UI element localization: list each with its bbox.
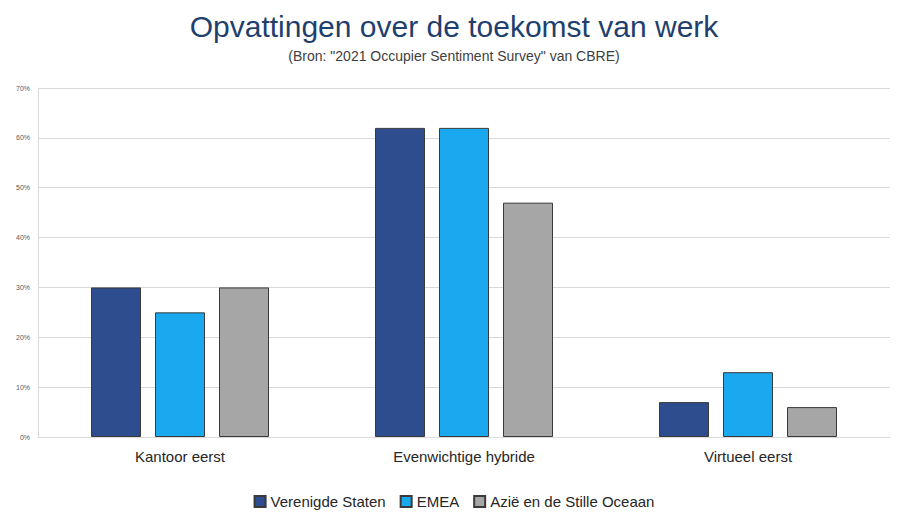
svg-text:70%: 70% xyxy=(16,85,30,92)
svg-text:Azië en de Stille Oceaan: Azië en de Stille Oceaan xyxy=(490,493,654,510)
svg-text:(Bron: "2021 Occupier Sentimen: (Bron: "2021 Occupier Sentiment Survey" … xyxy=(288,48,619,64)
svg-text:60%: 60% xyxy=(16,134,30,141)
svg-text:Kantoor eerst: Kantoor eerst xyxy=(135,448,226,465)
svg-text:Virtueel eerst: Virtueel eerst xyxy=(704,448,793,465)
svg-text:20%: 20% xyxy=(16,334,30,341)
svg-text:50%: 50% xyxy=(16,184,30,191)
svg-text:10%: 10% xyxy=(16,384,30,391)
svg-text:Evenwichtige hybride: Evenwichtige hybride xyxy=(393,448,535,465)
svg-text:Opvattingen over de toekomst v: Opvattingen over de toekomst van werk xyxy=(190,10,720,43)
svg-text:30%: 30% xyxy=(16,284,30,291)
svg-text:40%: 40% xyxy=(16,234,30,241)
svg-text:0%: 0% xyxy=(20,434,30,441)
svg-text:EMEA: EMEA xyxy=(417,493,460,510)
svg-text:Verenigde Staten: Verenigde Staten xyxy=(271,493,386,510)
